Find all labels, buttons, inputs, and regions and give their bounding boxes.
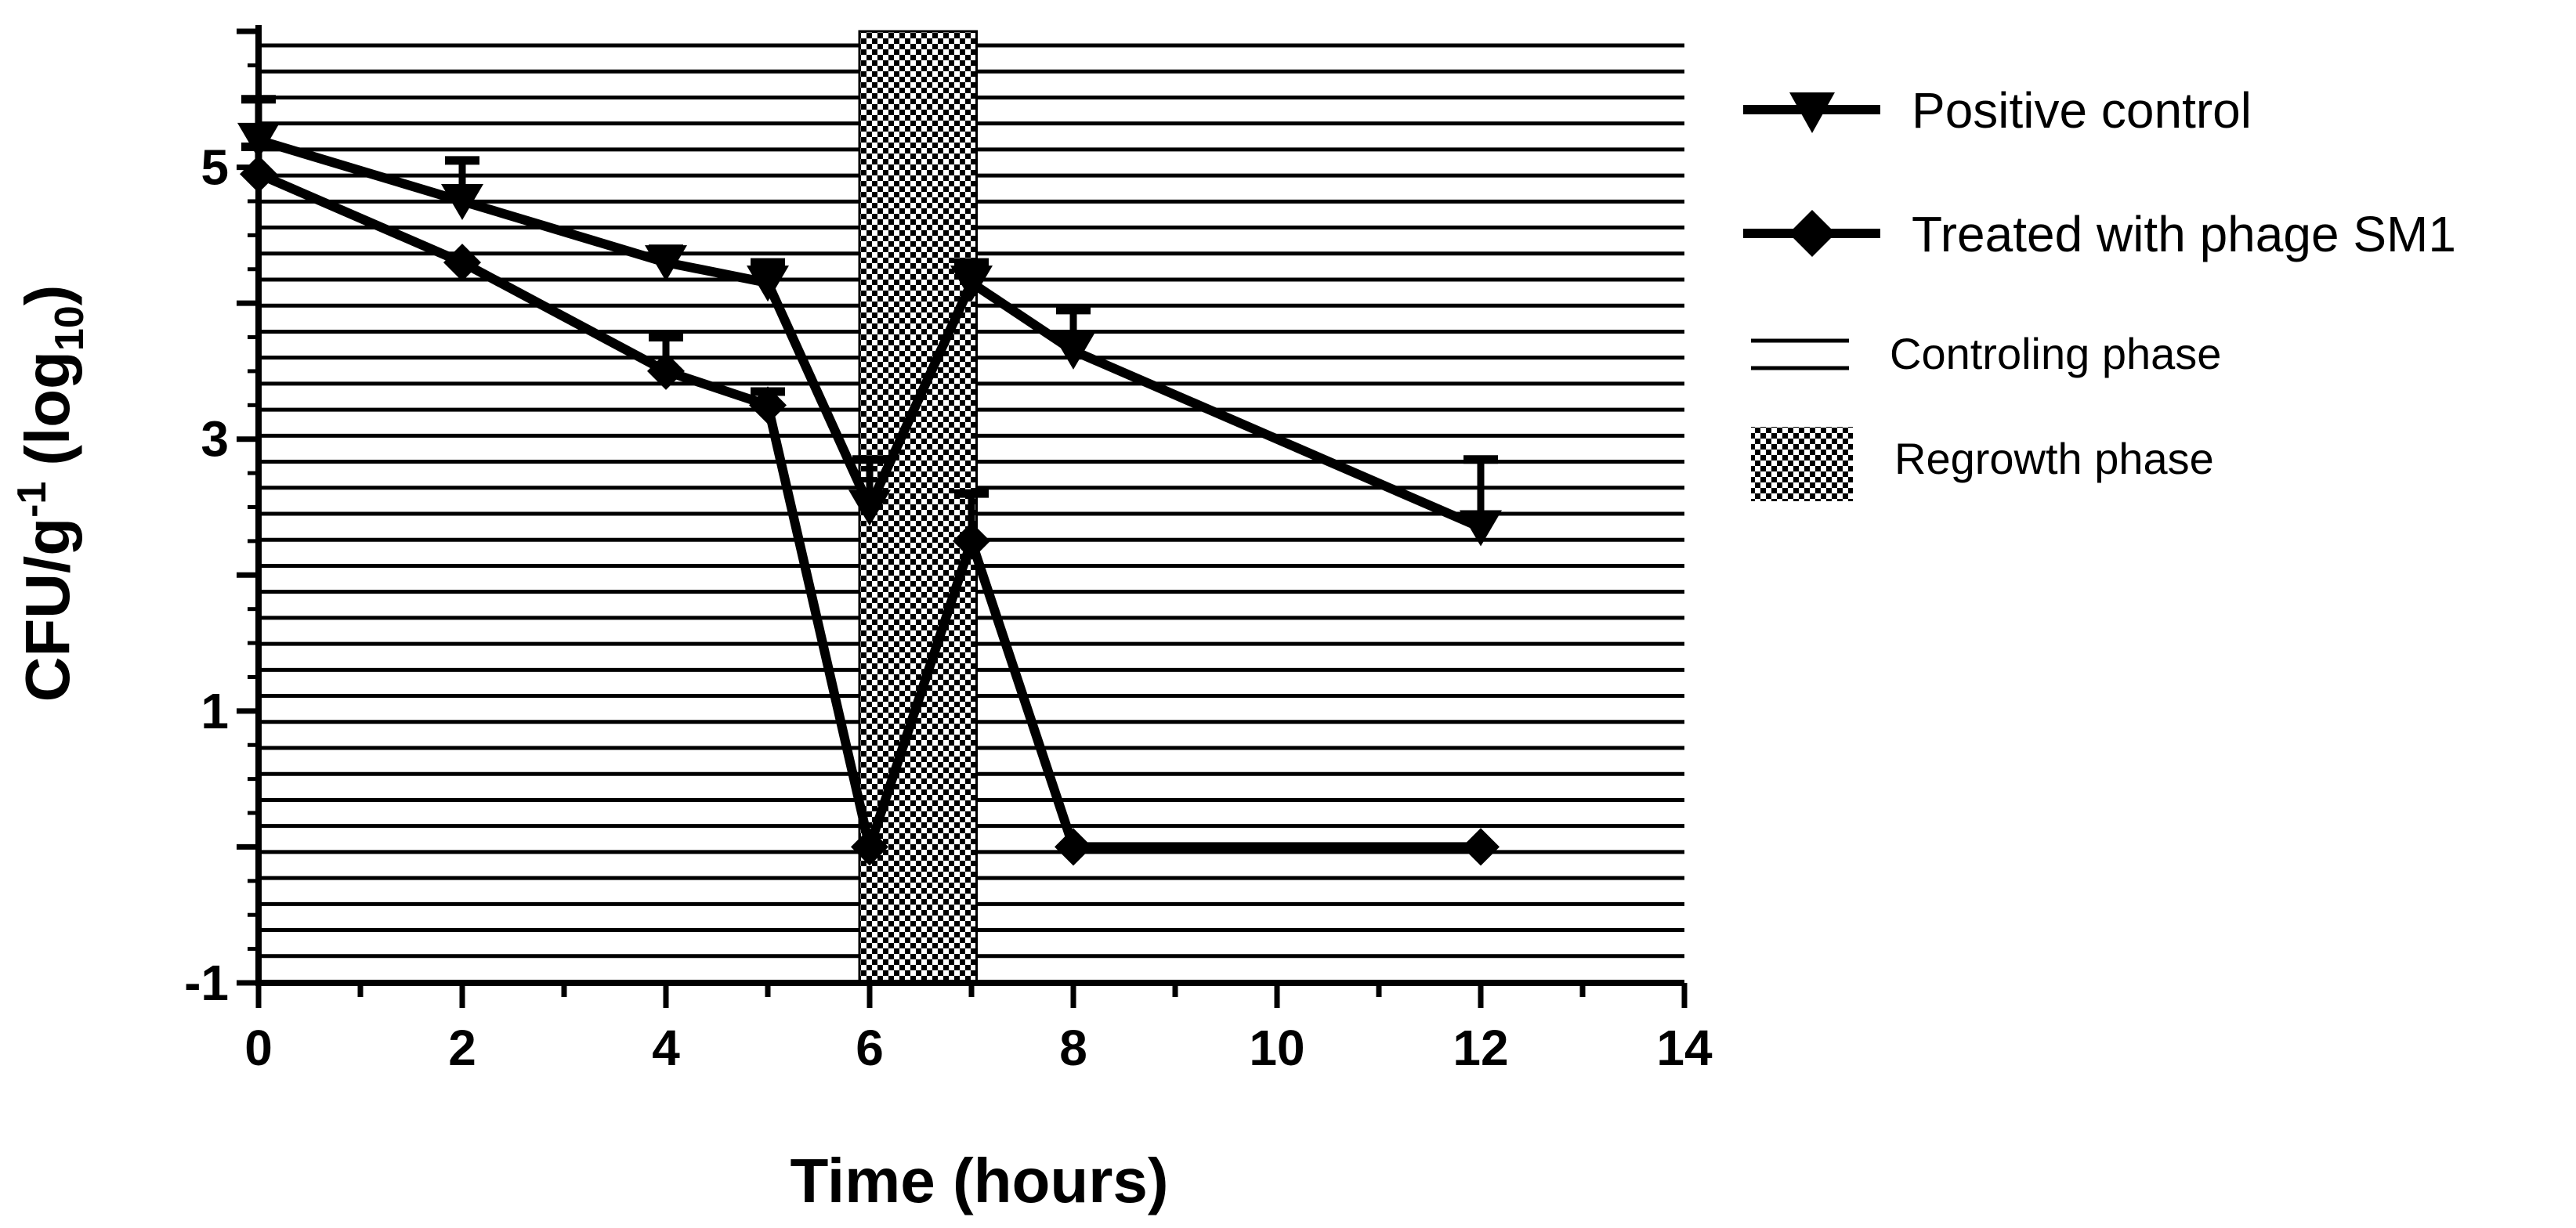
data-point-diamond [647,352,685,390]
legend: Positive control Treated with phage SM1 … [1743,82,2456,501]
x-tick-label: 0 [244,1020,273,1076]
x-tick-label: 10 [1249,1020,1304,1076]
x-tick-label: 12 [1453,1020,1508,1076]
data-point-triangle [1052,333,1094,370]
series-line [256,169,1481,852]
series-treated-phage [240,143,1500,866]
legend-swatch-regrowth [1751,427,1853,501]
data-point-triangle [645,245,687,282]
x-tick-label: 6 [856,1020,884,1076]
data-point-triangle [848,489,891,526]
y-tick-label: -1 [184,955,229,1011]
y-axis-title-log-subscript: 10 [47,305,92,351]
y-axis-title-log-suffix: ) [13,285,82,306]
y-axis-title: CFU/g-1 (log10) [9,285,92,702]
x-tick-label: 4 [652,1020,680,1076]
data-point-triangle [747,265,789,302]
x-tick-label: 8 [1059,1020,1087,1076]
legend-label-controling-phase: Controling phase [1890,329,2221,378]
legend-label-positive-control: Positive control [1912,82,2252,139]
data-point-diamond [953,522,990,560]
axes: -1 1 3 5 0 2 4 6 8 10 12 14 [184,25,1713,1076]
x-tick-label: 14 [1656,1020,1713,1076]
x-axis-title: Time (hours) [790,1146,1168,1215]
series-positive-control [237,95,1502,547]
legend-item-controling-phase: Controling phase [1751,329,2221,378]
legend-item-positive-control: Positive control [1743,82,2252,139]
data-point-triangle [441,183,483,220]
data-point-diamond [1055,828,1092,866]
data-point-diamond [443,244,481,282]
y-tick-label: 1 [201,683,229,739]
x-tick-label: 2 [448,1020,476,1076]
y-tick-label: 5 [201,139,229,196]
legend-marker-triangle-down [1789,92,1835,133]
y-ticks: -1 1 3 5 [184,28,259,1011]
y-axis-title-main: CFU/g [13,518,82,702]
data-point-diamond [749,386,787,424]
x-ticks: 0 2 4 6 8 10 12 14 [244,983,1713,1076]
data-point-diamond [240,155,277,193]
data-point-triangle [950,265,993,302]
legend-marker-diamond [1789,210,1836,257]
y-tick-label: 3 [201,411,229,468]
data-point-triangle [1460,510,1502,547]
y-axis-title-superscript: -1 [9,482,55,518]
y-axis-title-log-prefix: (log [13,351,82,466]
legend-label-regrowth-phase: Regrowth phase [1894,434,2214,483]
legend-item-regrowth-phase: Regrowth phase [1751,427,2214,501]
data-point-triangle [237,122,280,159]
data-point-diamond [1462,828,1500,866]
legend-label-treated-phage: Treated with phage SM1 [1912,206,2456,262]
legend-item-treated-phage: Treated with phage SM1 [1743,206,2456,262]
series-layer [237,95,1502,866]
data-point-diamond [851,828,888,866]
